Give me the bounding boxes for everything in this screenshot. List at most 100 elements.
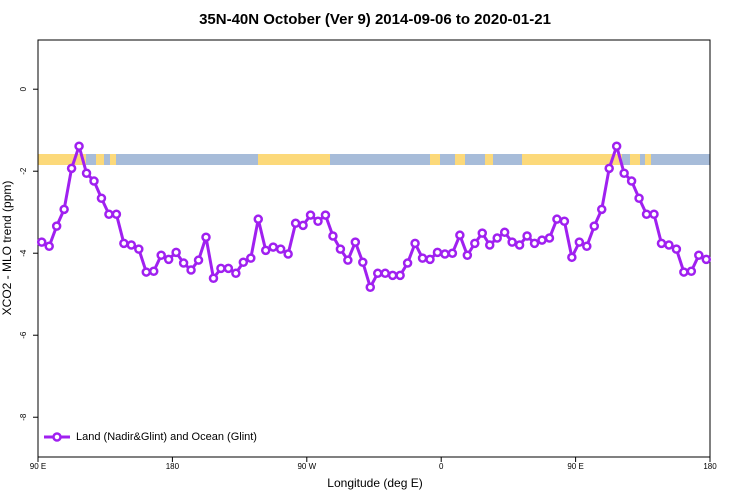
- land-band: [645, 154, 651, 165]
- data-point: [343, 255, 353, 265]
- land-band: [455, 154, 465, 165]
- land-band: [522, 154, 622, 165]
- data-point: [514, 240, 525, 250]
- data-point: [387, 270, 398, 281]
- data-point: [246, 253, 256, 263]
- data-point: [96, 193, 107, 204]
- data-point: [305, 210, 316, 220]
- data-point: [320, 210, 331, 220]
- data-point: [231, 268, 241, 279]
- x-tick-label: 90 W: [297, 462, 316, 471]
- data-point: [36, 237, 47, 247]
- data-point: [559, 216, 570, 226]
- data-point: [104, 209, 114, 220]
- data-point: [522, 231, 532, 241]
- data-point: [686, 266, 697, 277]
- data-point: [134, 244, 144, 254]
- data-point: [417, 253, 428, 263]
- data-point: [275, 244, 286, 254]
- data-point: [163, 254, 174, 265]
- data-point: [589, 221, 600, 231]
- x-tick-label: 0: [439, 462, 444, 471]
- data-point: [455, 230, 465, 240]
- surface-band: [38, 154, 710, 165]
- land-band: [258, 154, 330, 165]
- data-point: [552, 214, 562, 224]
- data-point: [492, 233, 502, 243]
- data-point: [111, 209, 122, 220]
- land-band: [630, 154, 640, 165]
- data-point: [268, 242, 278, 252]
- data-point: [328, 231, 338, 241]
- data-point: [499, 227, 510, 238]
- data-point: [253, 214, 264, 224]
- data-point: [126, 240, 137, 250]
- plot-frame: [37, 39, 711, 458]
- data-point: [171, 247, 181, 258]
- data-point: [119, 238, 129, 249]
- y-tick-label: 0: [19, 86, 28, 91]
- data-point: [470, 238, 480, 249]
- data-point: [507, 237, 517, 247]
- data-point: [335, 244, 346, 254]
- land-band: [38, 154, 86, 165]
- land-band: [430, 154, 440, 165]
- data-point: [596, 204, 607, 215]
- data-point: [641, 209, 652, 220]
- y-axis-label: XCO2 - MLO trend (ppm): [0, 181, 14, 316]
- data-point: [216, 263, 226, 274]
- data-point: [201, 232, 211, 242]
- data-point: [694, 250, 704, 261]
- data-point: [66, 163, 77, 174]
- data-point: [358, 257, 368, 267]
- land-band: [110, 154, 116, 165]
- data-point: [148, 266, 159, 277]
- data-point: [626, 176, 637, 186]
- data-point: [477, 228, 488, 238]
- data-point: [425, 254, 435, 265]
- land-band: [485, 154, 493, 165]
- data-point: [193, 255, 204, 265]
- x-tick-label: 90 E: [30, 462, 46, 471]
- data-point: [186, 265, 196, 275]
- y-tick-label: -4: [19, 249, 28, 257]
- data-point: [529, 238, 540, 249]
- x-tick-label: 180: [703, 462, 717, 471]
- y-tick-label: -8: [19, 413, 28, 421]
- data-point: [283, 249, 293, 259]
- data-point: [395, 270, 405, 281]
- x-axis-label: Longitude (deg E): [327, 476, 422, 490]
- data-point: [44, 241, 54, 251]
- data-point: [649, 209, 659, 220]
- chart-title: 35N-40N October (Ver 9) 2014-09-06 to 20…: [199, 11, 551, 28]
- data-point: [290, 218, 301, 229]
- legend-marker: [52, 432, 62, 442]
- legend-label: Land (Nadir&Glint) and Ocean (Glint): [76, 431, 257, 443]
- data-point: [664, 240, 674, 250]
- data-point: [365, 282, 376, 292]
- data-point: [178, 258, 189, 268]
- data-point: [537, 235, 547, 245]
- data-point: [156, 250, 166, 261]
- data-point: [567, 252, 577, 263]
- data-point: [402, 258, 413, 268]
- x-tick-label: 180: [166, 462, 180, 471]
- data-point: [440, 249, 450, 259]
- data-point: [484, 240, 495, 250]
- data-point: [604, 163, 614, 174]
- data-point: [462, 250, 473, 261]
- data-point: [634, 193, 644, 204]
- data-point: [574, 237, 585, 247]
- data-point: [701, 254, 712, 265]
- data-point: [81, 168, 92, 179]
- data-point: [544, 233, 555, 243]
- data-point: [223, 263, 234, 274]
- data-point: [611, 141, 622, 151]
- y-tick-label: -6: [19, 331, 28, 339]
- data-point: [89, 176, 99, 186]
- data-point: [51, 221, 62, 231]
- data-point: [298, 220, 308, 231]
- data-point: [671, 244, 682, 254]
- data-point: [238, 257, 249, 267]
